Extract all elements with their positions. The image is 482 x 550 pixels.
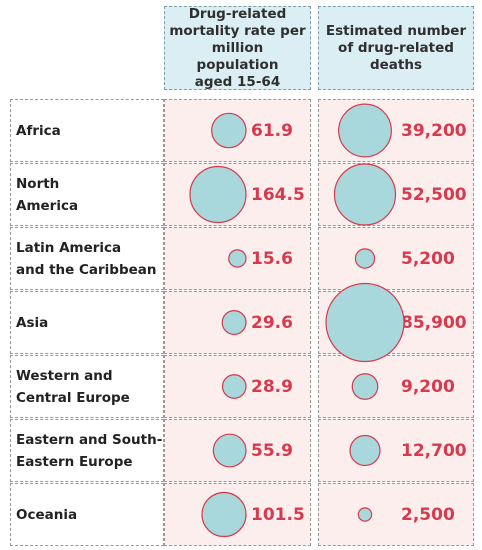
table-row: Latin America and the Caribbean 15.6 5,200	[10, 227, 475, 291]
deaths-value: 9,200	[401, 376, 455, 397]
region-label: Asia	[10, 291, 164, 354]
mortality-rate-value: 61.9	[251, 120, 293, 141]
region-label: Oceania	[10, 483, 164, 546]
deaths-value: 5,200	[401, 248, 455, 269]
table-row: North America 164.5 52,500	[10, 163, 475, 227]
deaths-cell	[318, 483, 474, 546]
table-row: Asia 29.6 85,900	[10, 291, 475, 355]
deaths-value: 2,500	[401, 504, 455, 525]
table-row: Africa 61.9 39,200	[10, 99, 475, 163]
deaths-value: 85,900	[401, 312, 467, 333]
region-label: Latin America and the Caribbean	[10, 227, 164, 290]
region-label: Eastern and South- Eastern Europe	[10, 419, 164, 482]
column-header-mortality-rate: Drug-related mortality rate per million …	[164, 6, 311, 90]
region-label: Africa	[10, 99, 164, 162]
region-label: Western and Central Europe	[10, 355, 164, 418]
table-row: Eastern and South- Eastern Europe 55.9 12,…	[10, 419, 475, 483]
table-row: Oceania 101.5 2,500	[10, 483, 475, 547]
deaths-value: 39,200	[401, 120, 467, 141]
mortality-rate-value: 15.6	[251, 248, 293, 269]
deaths-value: 12,700	[401, 440, 467, 461]
mortality-rate-value: 164.5	[251, 184, 305, 205]
table-row: Western and Central Europe 28.9 9,200	[10, 355, 475, 419]
deaths-cell	[318, 355, 474, 418]
column-header-estimated-deaths: Estimated number of drug-related deaths	[318, 6, 474, 90]
mortality-rate-cell	[164, 291, 311, 354]
mortality-rate-value: 101.5	[251, 504, 305, 525]
mortality-rate-value: 29.6	[251, 312, 293, 333]
deaths-cell	[318, 419, 474, 482]
region-label: North America	[10, 163, 164, 226]
mortality-rate-value: 28.9	[251, 376, 293, 397]
deaths-value: 52,500	[401, 184, 467, 205]
mortality-rate-value: 55.9	[251, 440, 293, 461]
